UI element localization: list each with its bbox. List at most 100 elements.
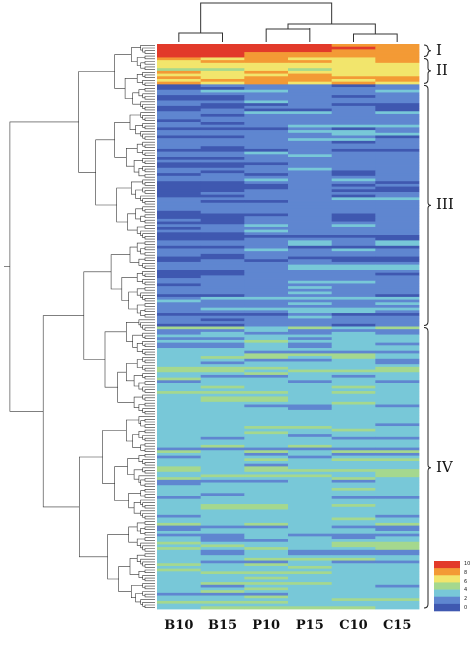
- heatmap-cell: [244, 409, 289, 413]
- dendrogram-branch: [142, 263, 155, 268]
- heatmap-cell: [244, 105, 289, 109]
- heatmap-cell: [157, 504, 202, 508]
- heatmap-cell: [157, 574, 202, 578]
- heatmap-cell: [331, 557, 376, 561]
- heatmap-cell: [244, 76, 289, 80]
- heatmap-cell: [331, 261, 376, 266]
- dendrogram-branch: [129, 246, 139, 263]
- heatmap-cell: [375, 568, 420, 572]
- heatmap-cell: [157, 423, 202, 427]
- heatmap-cell: [200, 541, 245, 545]
- heatmap-cell: [244, 530, 289, 535]
- heatmap-cell: [244, 520, 289, 524]
- heatmap-cell: [200, 399, 245, 403]
- heatmap-cell: [244, 97, 289, 101]
- heatmap-cell: [331, 44, 376, 48]
- legend-tick-label: 10: [464, 561, 471, 567]
- heatmap-cell: [244, 226, 289, 231]
- heatmap-cell: [200, 496, 245, 500]
- heatmap-cell: [200, 321, 245, 325]
- heatmap-cell: [331, 444, 376, 448]
- heatmap-cell: [200, 76, 245, 80]
- dendrogram-branch: [138, 455, 145, 462]
- dendrogram-branch: [144, 429, 155, 434]
- heatmap-cell: [375, 270, 420, 274]
- heatmap-cell: [244, 70, 289, 74]
- heatmap-cell: [375, 547, 420, 551]
- heatmap-cell: [157, 237, 202, 241]
- heatmap-cell: [331, 345, 376, 349]
- dendrogram-branch: [114, 54, 132, 89]
- heatmap-cell: [200, 509, 245, 513]
- heatmap-cell: [375, 571, 420, 575]
- heatmap-cell: [157, 208, 202, 212]
- heatmap-cell: [288, 237, 333, 241]
- heatmap-cell: [375, 487, 420, 492]
- heatmap-cell: [375, 514, 420, 518]
- column-label: C15: [382, 618, 412, 633]
- heatmap-cell: [157, 522, 202, 526]
- dendrogram-branch: [142, 166, 155, 171]
- heatmap-cell: [288, 243, 333, 247]
- heatmap-cell: [375, 116, 420, 120]
- heatmap-cell: [331, 127, 376, 131]
- heatmap-cell: [375, 70, 420, 74]
- heatmap-cell: [157, 275, 202, 279]
- heatmap-cell: [244, 404, 289, 408]
- heatmap-cell: [244, 49, 289, 53]
- heatmap-cell: [288, 374, 333, 379]
- heatmap-cell: [244, 208, 289, 212]
- heatmap-cell: [288, 323, 333, 327]
- heatmap-cell: [157, 315, 202, 319]
- dendrogram-branch: [135, 189, 143, 199]
- heatmap-cell: [200, 286, 245, 290]
- heatmap-cell: [375, 68, 420, 72]
- heatmap-cell: [244, 111, 289, 115]
- heatmap-cell: [288, 200, 333, 204]
- heatmap-cell: [331, 326, 376, 330]
- heatmap-cell: [200, 60, 245, 64]
- heatmap-cell: [375, 251, 420, 255]
- heatmap-cell: [157, 380, 202, 384]
- heatmap-cell: [244, 536, 289, 540]
- heatmap-cell: [331, 221, 376, 225]
- dendrogram-branch: [144, 397, 155, 401]
- heatmap-cell: [244, 541, 289, 545]
- heatmap-cell: [375, 393, 420, 397]
- heatmap-cell: [157, 140, 202, 144]
- heatmap-cell: [157, 302, 202, 306]
- dendrogram-branch: [142, 575, 155, 580]
- heatmap-cell: [157, 130, 202, 134]
- heatmap-cell: [157, 148, 202, 153]
- heatmap-cell: [244, 92, 289, 96]
- dendrogram-branch: [136, 226, 145, 234]
- heatmap-cell: [331, 528, 376, 532]
- dendrogram-branch: [142, 150, 155, 155]
- heatmap-cell: [375, 318, 420, 322]
- heatmap-cell: [288, 461, 333, 465]
- heatmap-cell: [331, 251, 376, 255]
- heatmap-cell: [375, 358, 420, 362]
- heatmap-cell: [375, 603, 420, 607]
- column-label: P15: [295, 618, 324, 633]
- heatmap-cell: [375, 428, 420, 432]
- heatmap-cell: [244, 200, 289, 204]
- dendrogram-branch: [144, 478, 155, 482]
- heatmap-cell: [157, 200, 202, 204]
- dendrogram-branch: [144, 351, 155, 356]
- heatmap-cell: [375, 426, 420, 430]
- heatmap-cell: [200, 226, 245, 231]
- heatmap-cell: [157, 243, 202, 247]
- dendrogram-branch: [131, 585, 143, 598]
- heatmap-cell: [244, 366, 289, 370]
- heatmap-cell: [157, 339, 202, 344]
- heatmap-cell: [200, 391, 245, 395]
- heatmap-cell: [244, 512, 289, 516]
- heatmap-cell: [375, 477, 420, 481]
- heatmap-cell: [200, 326, 245, 330]
- heatmap-cell: [200, 466, 245, 470]
- heatmap-cell: [288, 248, 333, 252]
- dendrogram-branch: [144, 160, 155, 164]
- heatmap-cell: [288, 401, 333, 405]
- heatmap-cells: [157, 44, 420, 610]
